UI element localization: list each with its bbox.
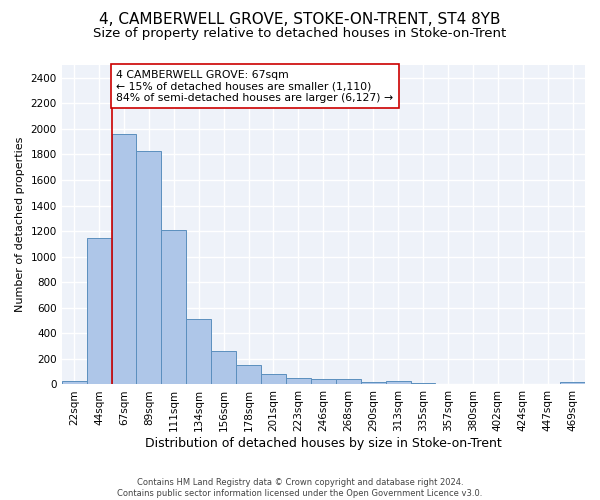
Bar: [136, 150, 161, 384]
Text: 4 CAMBERWELL GROVE: 67sqm
← 15% of detached houses are smaller (1,110)
84% of se: 4 CAMBERWELL GROVE: 67sqm ← 15% of detac…: [116, 70, 394, 103]
Bar: [62, 380, 86, 384]
Bar: [410, 382, 436, 384]
Text: Contains HM Land Registry data © Crown copyright and database right 2024.
Contai: Contains HM Land Registry data © Crown c…: [118, 478, 482, 498]
Bar: [161, 230, 186, 384]
Bar: [311, 378, 336, 384]
Text: Size of property relative to detached houses in Stoke-on-Trent: Size of property relative to detached ho…: [94, 28, 506, 40]
X-axis label: Distribution of detached houses by size in Stoke-on-Trent: Distribution of detached houses by size …: [145, 437, 502, 450]
Y-axis label: Number of detached properties: Number of detached properties: [15, 137, 25, 312]
Bar: [386, 382, 410, 384]
Bar: [361, 382, 386, 384]
Bar: [336, 380, 361, 384]
Bar: [86, 238, 112, 384]
Text: 4, CAMBERWELL GROVE, STOKE-ON-TRENT, ST4 8YB: 4, CAMBERWELL GROVE, STOKE-ON-TRENT, ST4…: [99, 12, 501, 28]
Bar: [186, 320, 211, 384]
Bar: [112, 134, 136, 384]
Bar: [261, 374, 286, 384]
Bar: [560, 382, 585, 384]
Bar: [286, 378, 311, 384]
Bar: [211, 350, 236, 384]
Bar: [236, 364, 261, 384]
